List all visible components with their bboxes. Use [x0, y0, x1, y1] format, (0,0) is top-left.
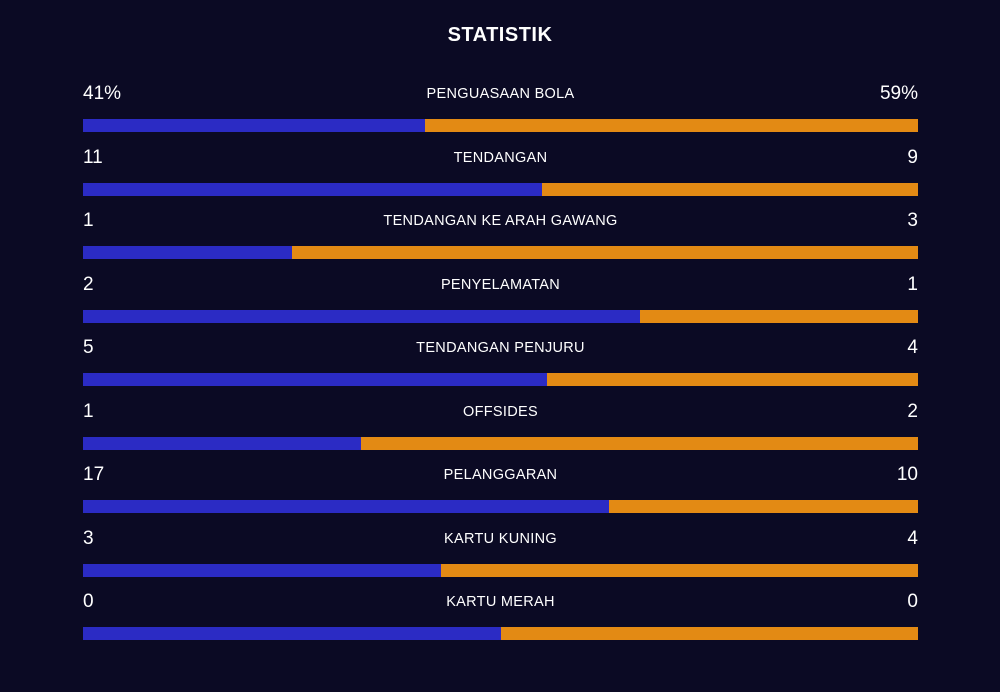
away-value: 4 — [907, 337, 918, 358]
home-value: 41% — [83, 83, 122, 104]
away-bar-segment — [639, 309, 918, 323]
home-bar-segment — [83, 500, 609, 513]
away-bar-segment — [291, 246, 918, 259]
away-bar-segment — [546, 373, 918, 386]
home-bar-segment — [83, 436, 362, 450]
away-bar-segment — [361, 436, 918, 450]
home-value: 2 — [83, 273, 94, 295]
home-bar-segment — [83, 373, 547, 386]
stat-row: KARTU KUNING 3 4 — [83, 527, 918, 591]
stat-row: KARTU MERAH 0 0 — [83, 590, 918, 654]
stats-list: PENGUASAAN BOLA 41% 59% TENDANGAN 11 9 TENDANG… — [83, 82, 918, 654]
home-value: 17 — [83, 464, 105, 485]
home-value: 11 — [83, 146, 103, 168]
comparison-bar — [83, 309, 918, 323]
away-value: 10 — [896, 464, 918, 485]
stat-header: KARTU MERAH 0 0 — [83, 590, 918, 614]
home-bar-segment — [83, 309, 640, 323]
away-value: 4 — [907, 527, 918, 549]
away-bar-segment — [500, 627, 918, 640]
home-value: 0 — [83, 591, 94, 612]
stat-header: PENYELAMATAN 2 1 — [83, 273, 918, 297]
stat-label: PELANGGARAN — [443, 467, 558, 483]
away-value: 2 — [907, 400, 918, 422]
stat-header: KARTU KUNING 3 4 — [83, 527, 918, 551]
home-bar-segment — [83, 119, 426, 132]
stat-row: OFFSIDES 1 2 — [83, 400, 918, 464]
comparison-bar — [83, 436, 918, 450]
stat-header: TENDANGAN PENJURU 5 4 — [83, 336, 918, 360]
away-value: 9 — [907, 146, 918, 168]
stat-label: TENDANGAN — [453, 149, 548, 166]
stat-row: PENYELAMATAN 2 1 — [83, 273, 918, 337]
comparison-bar — [83, 182, 918, 196]
away-bar-segment — [608, 500, 918, 513]
stat-row: TENDANGAN PENJURU 5 4 — [83, 336, 918, 400]
away-bar-segment — [440, 563, 918, 577]
stat-header: TENDANGAN KE ARAH GAWANG 1 3 — [83, 209, 918, 233]
comparison-bar — [83, 373, 918, 386]
away-value: 1 — [907, 273, 918, 295]
away-bar-segment — [425, 119, 918, 132]
home-value: 1 — [83, 400, 94, 422]
comparison-bar — [83, 563, 918, 577]
home-value: 3 — [83, 527, 94, 549]
home-bar-segment — [83, 246, 292, 259]
home-bar-segment — [83, 563, 441, 577]
stat-header: PENGUASAAN BOLA 41% 59% — [83, 82, 918, 106]
away-value: 59% — [879, 83, 918, 104]
home-value: 1 — [83, 210, 94, 231]
home-value: 5 — [83, 337, 94, 358]
stat-label: OFFSIDES — [463, 403, 538, 420]
stat-row: PENGUASAAN BOLA 41% 59% — [83, 82, 918, 146]
stat-label: TENDANGAN PENJURU — [416, 340, 585, 356]
stat-label: PENYELAMATAN — [440, 276, 561, 293]
away-value: 3 — [907, 210, 918, 231]
stat-label: PENGUASAAN BOLA — [426, 86, 575, 102]
comparison-bar — [83, 627, 918, 640]
stat-row: PELANGGARAN 17 10 — [83, 463, 918, 527]
stat-label: KARTU KUNING — [444, 530, 557, 547]
stat-header: OFFSIDES 1 2 — [83, 400, 918, 424]
away-bar-segment — [542, 182, 918, 196]
stat-header: TENDANGAN 11 9 — [83, 146, 918, 170]
stat-label: TENDANGAN KE ARAH GAWANG — [383, 213, 618, 229]
stat-row: TENDANGAN 11 9 — [83, 146, 918, 210]
stat-row: TENDANGAN KE ARAH GAWANG 1 3 — [83, 209, 918, 273]
page-title: STATISTIK — [447, 24, 553, 46]
away-value: 0 — [907, 591, 918, 612]
home-bar-segment — [83, 182, 543, 196]
stat-label: KARTU MERAH — [446, 594, 555, 610]
comparison-bar — [83, 119, 918, 132]
comparison-bar — [83, 500, 918, 513]
comparison-bar — [83, 246, 918, 259]
home-bar-segment — [83, 627, 501, 640]
stat-header: PELANGGARAN 17 10 — [83, 463, 918, 487]
